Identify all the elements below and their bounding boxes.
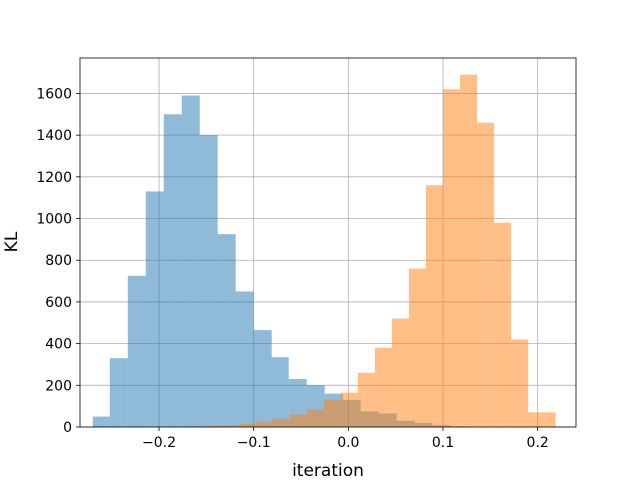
- histogram-bar: [408, 268, 426, 427]
- y-tick-label: 0: [63, 420, 72, 436]
- y-tick-label: 400: [45, 337, 72, 353]
- histogram-bar: [163, 114, 182, 427]
- histogram-bar: [528, 412, 556, 427]
- histogram-bar: [221, 425, 239, 427]
- histogram-bar: [323, 399, 341, 427]
- histogram-bar: [477, 122, 495, 427]
- histogram-bar: [357, 372, 375, 427]
- histogram-bar: [425, 185, 444, 427]
- x-tick-label: 0.2: [527, 435, 549, 451]
- histogram-bar: [511, 339, 529, 427]
- histogram-bar: [340, 392, 358, 427]
- y-tick-label: 200: [45, 378, 72, 394]
- y-tick-label: 1000: [36, 212, 72, 228]
- x-tick-label: −0.2: [142, 435, 176, 451]
- histogram-bar: [238, 423, 256, 427]
- x-tick-label: 0.0: [337, 435, 359, 451]
- histogram-bar: [127, 275, 146, 427]
- histogram-bars: [92, 74, 556, 428]
- y-tick-label: 1200: [36, 170, 72, 186]
- histogram-bar: [289, 414, 307, 427]
- histogram-bar: [235, 291, 254, 427]
- histogram-bar: [199, 135, 218, 427]
- axis-ticks: −0.2 −0.1 0.0 0.1 0.2 0 200 400 600 800 1000 1200 14…: [36, 86, 548, 451]
- series-1-bars: [187, 74, 556, 428]
- y-tick-label: 1400: [36, 128, 72, 144]
- y-tick-label: 1600: [36, 86, 72, 102]
- histogram-bar: [460, 74, 478, 427]
- x-tick-label: −0.1: [237, 435, 271, 451]
- histogram-bar: [374, 347, 392, 427]
- histogram-bar: [443, 89, 461, 428]
- histogram-bar: [272, 418, 290, 427]
- y-tick-label: 600: [45, 295, 72, 311]
- histogram-bar: [306, 409, 324, 427]
- histogram-bar: [92, 416, 110, 427]
- histogram-bar: [253, 330, 272, 427]
- histogram-bar: [217, 234, 236, 427]
- x-tick-label: 0.1: [432, 435, 454, 451]
- histogram-bar: [204, 425, 222, 427]
- histogram-bar: [181, 95, 200, 427]
- y-tick-label: 800: [45, 253, 72, 269]
- histogram-bar: [271, 357, 289, 427]
- histogram-bar: [145, 191, 164, 427]
- histogram-bar: [109, 358, 128, 427]
- histogram-bar: [255, 421, 273, 427]
- y-axis-label: KL: [2, 231, 22, 252]
- histogram-bar: [494, 222, 512, 427]
- x-axis-label: iteration: [292, 461, 364, 480]
- histogram-bar: [391, 318, 409, 427]
- plot-frame: [79, 57, 577, 428]
